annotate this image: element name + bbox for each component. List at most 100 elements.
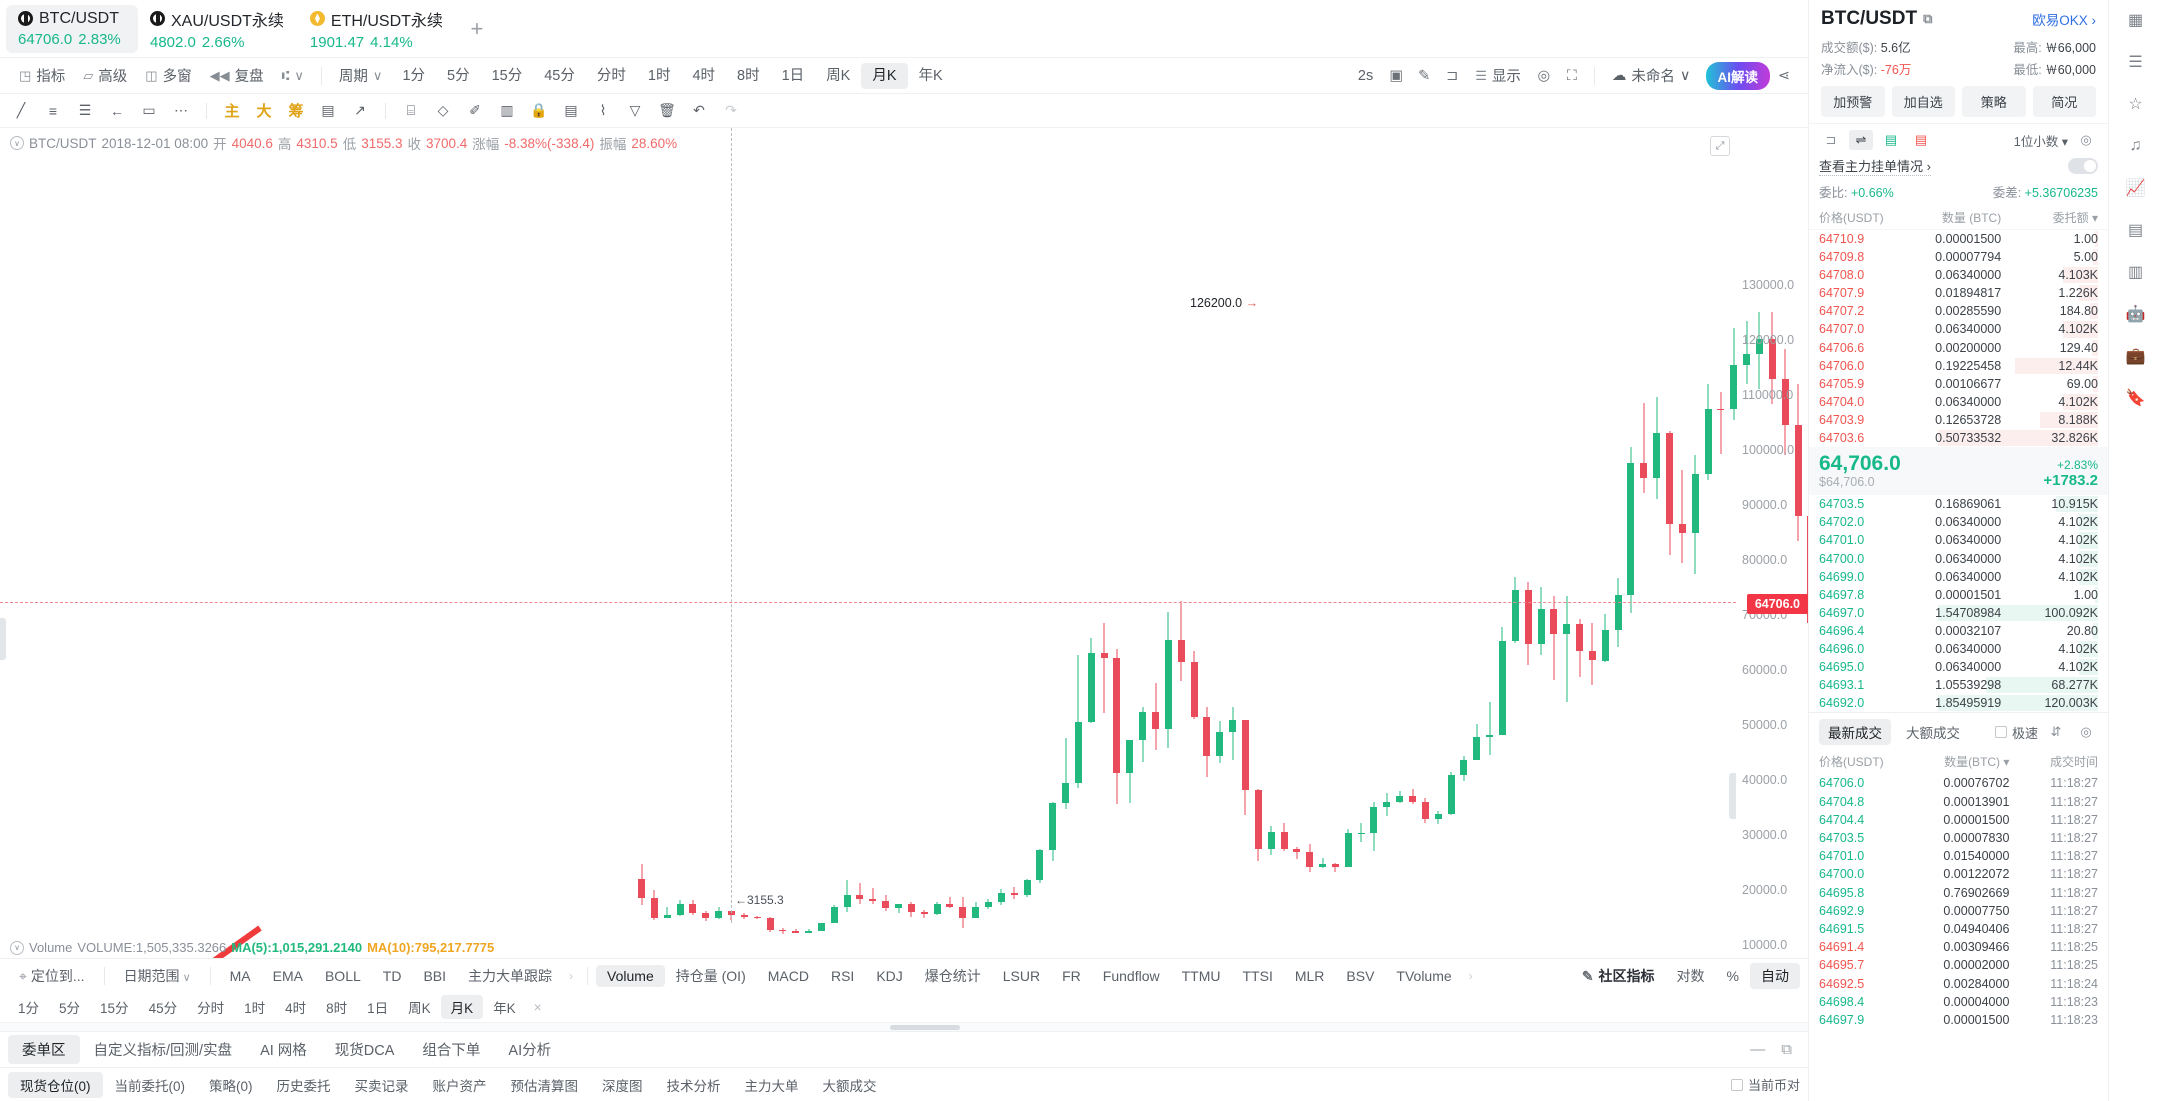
period-5m[interactable]: 5分 [447,67,470,84]
date-range-button[interactable]: 日期范围 ∨ [113,963,202,989]
horizontal-lines-icon[interactable]: ☰ [78,102,92,118]
orderbook-row[interactable]: 64700.0 0.06340000 4.102K [1809,550,2108,568]
period-1h[interactable]: 1时 [647,67,671,84]
arrow-icon[interactable]: ← [110,102,124,119]
orderbook-row[interactable]: 64697.8 0.00001501 1.00 [1809,586,2108,604]
subind-fr[interactable]: FR [1062,967,1081,984]
trade-row[interactable]: 64704.4 0.00001500 11:18:27 [1809,811,2108,829]
main-force-button[interactable]: 主 [224,103,240,120]
orderbook-row[interactable]: 64703.5 0.16869061 10.915K [1809,495,2108,513]
community-indicator-button[interactable]: ✎ 社区指标 [1571,963,1666,989]
locate-button[interactable]: ⌖ 定位到... [8,963,96,989]
period-1mo[interactable]: 月K [861,62,908,89]
orderbook-layout-bids-icon[interactable]: ▤ [1884,132,1898,147]
display-settings-button[interactable]: ☰ 显示 [1466,62,1530,90]
tab-ai-grid[interactable]: AI 网格 [260,1043,307,1059]
multi-window-button[interactable]: ◫ 多窗 [136,62,200,90]
period-1y[interactable]: 年K [918,67,943,84]
subind-macd[interactable]: MACD [767,967,809,984]
period-1w[interactable]: 周K [826,67,851,84]
expand-chart-icon[interactable]: ⤢ [1710,136,1730,156]
quick-period-5m[interactable]: 5分 [59,1001,81,1016]
replay-button[interactable]: ◀◀ 复盘 [201,62,273,90]
orderbook-row[interactable]: 64695.0 0.06340000 4.102K [1809,658,2108,676]
subtab-strategy[interactable]: 策略(0) [209,1078,253,1094]
robot-icon[interactable]: 🤖 [2125,306,2146,323]
target-icon[interactable]: ◎ [1537,67,1551,84]
subtab-main-orders[interactable]: 主力大单 [744,1078,799,1094]
subind-fundflow[interactable]: Fundflow [1102,967,1160,984]
percent-scale-button[interactable]: % [1726,967,1739,984]
screenshot-icon[interactable]: ▣ [1389,67,1404,84]
subind-ttmu[interactable]: TTMU [1181,967,1221,984]
overlay-td[interactable]: TD [382,967,402,984]
quick-period-timeshare[interactable]: 分时 [197,1001,225,1016]
fullscreen-icon[interactable]: ⛶ [1566,67,1577,84]
trash-icon[interactable]: 🗑 [658,102,676,118]
tab-spot-dca[interactable]: 现货DCA [334,1043,395,1059]
scrollbar-thumb[interactable] [890,1025,960,1030]
copy-icon[interactable]: ⧉ [1923,11,1933,26]
overlay-main-order-tracking[interactable]: 主力大单跟踪 [468,967,553,984]
add-symbol-tab-button[interactable]: + [470,15,484,41]
advanced-button[interactable]: ▱ 高级 [74,62,136,90]
subind-bsv[interactable]: BSV [1346,967,1375,984]
orderbook-row[interactable]: 64692.0 1.85495919 120.003K [1809,694,2108,712]
trade-row[interactable]: 64691.5 0.04940406 11:18:27 [1809,920,2108,938]
measure-icon[interactable]: ↗ [354,102,366,118]
subind-tvolume[interactable]: TVolume [1396,967,1452,984]
subtab-trade-records[interactable]: 买卖记录 [354,1078,409,1094]
list-view-icon[interactable]: ☰ [2128,54,2143,71]
ai-analysis-button[interactable]: AI解读 [1705,61,1770,90]
trade-row[interactable]: 64697.9 0.00001500 11:18:23 [1809,1011,2108,1029]
subtab-large-trades[interactable]: 大额成交 [822,1078,877,1094]
orderbook-row[interactable]: 64706.6 0.00200000 129.40 [1809,339,2108,357]
orderbook-row[interactable]: 64697.0 1.54708984 100.092K [1809,604,2108,622]
tab-latest-trades[interactable]: 最新成交 [1819,719,1891,746]
calendar-icon[interactable]: ▥ [2127,264,2144,281]
subtab-depth-chart[interactable]: 深度图 [602,1078,643,1094]
orderbook-row[interactable]: 64707.2 0.00285590 184.80 [1809,302,2108,320]
chart-area[interactable]: ∨ BTC/USDT 2018-12-01 08:00 开 4040.6 高 431… [0,128,1808,958]
subind-mlr[interactable]: MLR [1294,967,1325,984]
trade-row[interactable]: 64706.0 0.00076702 11:18:27 [1809,774,2108,792]
trades-list[interactable]: 64706.0 0.00076702 11:18:27 64704.8 0.000139… [1809,774,2108,1029]
overlay-ema[interactable]: EMA [272,967,303,984]
left-panel-expander[interactable] [0,618,6,660]
quick-period-15m[interactable]: 15分 [100,1001,129,1016]
subind-volume[interactable]: Volume [596,964,665,987]
horizontal-scrollbar[interactable] [0,1022,1808,1031]
tab-combo-order[interactable]: 组合下单 [422,1043,481,1059]
trade-row[interactable]: 64698.4 0.00004000 11:18:23 [1809,993,2108,1011]
subind-rsi[interactable]: RSI [830,967,855,984]
lock-icon[interactable]: 🔒 [530,102,548,118]
grid-menu-icon[interactable]: ▦ [2127,12,2144,29]
subind-kdj[interactable]: KDJ [876,967,903,984]
trade-row[interactable]: 64704.8 0.00013901 11:18:27 [1809,793,2108,811]
subtab-liquidation-chart[interactable]: 预估清算图 [510,1078,579,1094]
quick-period-1m[interactable]: 1分 [18,1001,40,1016]
subind-more-icon[interactable]: › [1468,968,1473,983]
bookmark-icon[interactable]: ⌸ [406,102,416,118]
quick-period-1mo[interactable]: 月K [440,995,484,1019]
brush-icon[interactable]: ✐ [469,102,481,118]
trade-row[interactable]: 64695.8 0.76902669 11:18:27 [1809,884,2108,902]
orderbook-row[interactable]: 64696.0 0.06340000 4.102K [1809,640,2108,658]
chips-button[interactable]: 筹 [288,103,304,120]
period-15m[interactable]: 15分 [491,67,523,84]
subind-oi[interactable]: 持仓量 (OI) [675,967,746,984]
subind-lsur[interactable]: LSUR [1002,967,1041,984]
strategy-button[interactable]: 策略 [1962,86,2026,117]
subtab-order-history[interactable]: 历史委托 [276,1078,331,1094]
decimal-precision-dropdown[interactable]: 1位小数 ▾ [2013,134,2068,149]
exchange-link[interactable]: 欧易OKX › [2032,13,2096,28]
subtab-account-assets[interactable]: 账户资产 [432,1078,487,1094]
filter-icon[interactable]: ▽ [629,102,641,118]
quick-period-4h[interactable]: 4时 [285,1001,307,1016]
period-dropdown[interactable]: 周期 ∨ [330,62,392,90]
auto-scale-button[interactable]: 自动 [1750,962,1800,989]
orderbook-row[interactable]: 64701.0 0.06340000 4.102K [1809,531,2108,549]
orderbook-row[interactable]: 64696.4 0.00032107 20.80 [1809,622,2108,640]
overlay-bbi[interactable]: BBI [423,967,447,984]
orderbook-row[interactable]: 64708.0 0.06340000 4.103K [1809,266,2108,284]
